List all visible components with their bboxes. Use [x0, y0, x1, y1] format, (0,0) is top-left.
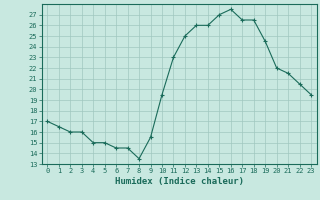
- X-axis label: Humidex (Indice chaleur): Humidex (Indice chaleur): [115, 177, 244, 186]
